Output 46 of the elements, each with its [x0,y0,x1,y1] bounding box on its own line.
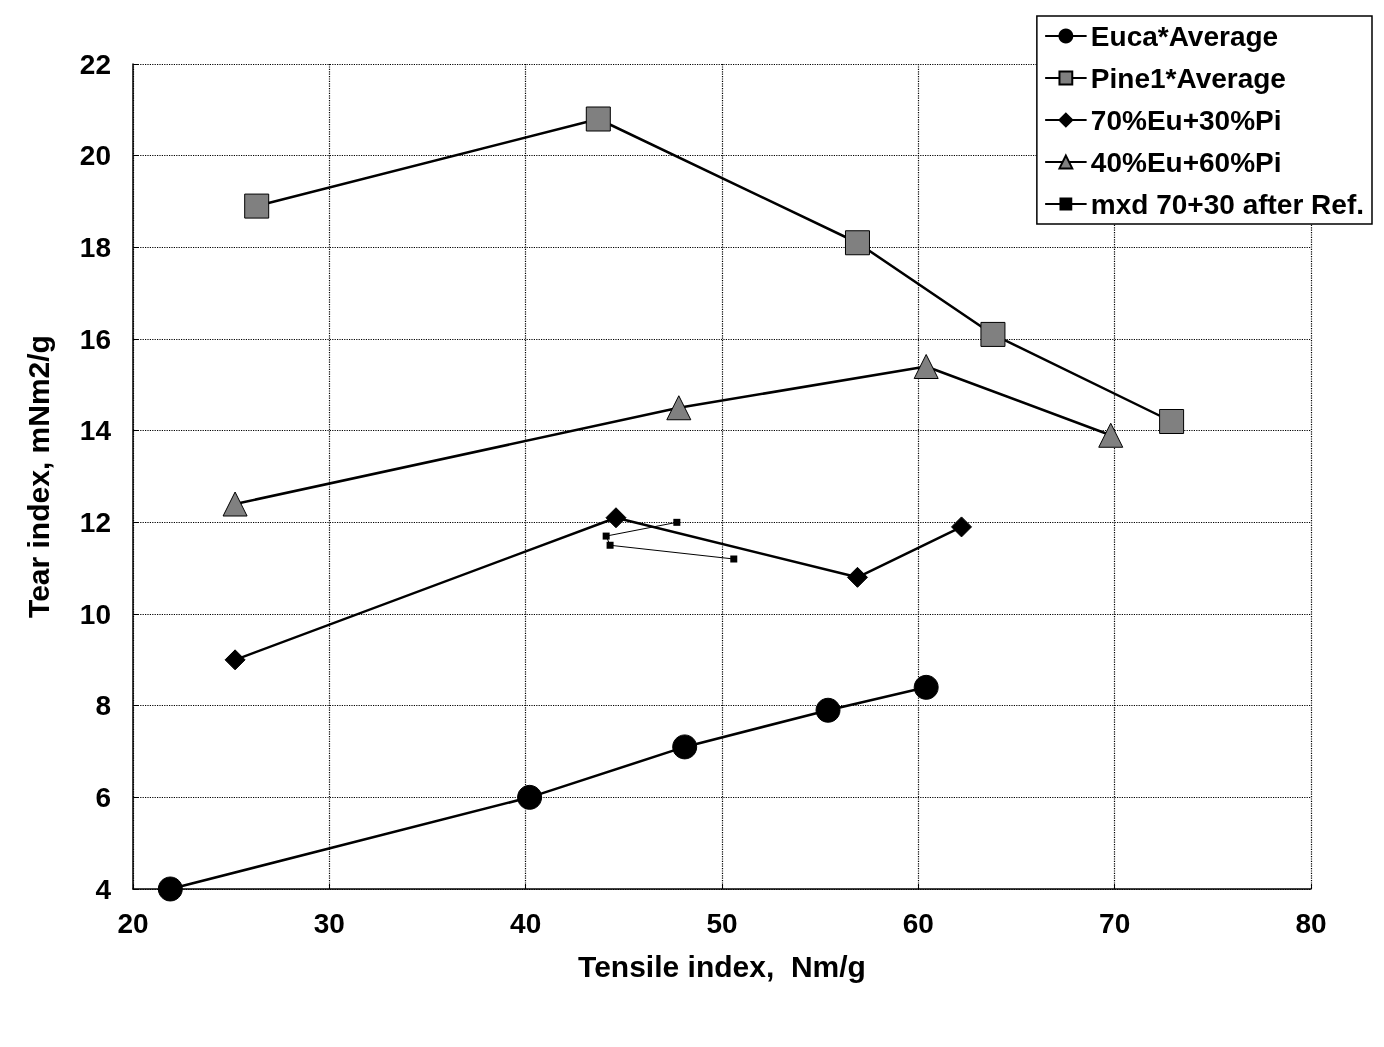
legend-label: Pine1*Average [1090,62,1286,94]
point [846,566,868,588]
point [951,516,973,538]
x-tick-label: 30 [313,907,345,939]
y-axis-title: Tear index, mNm2/g [21,335,55,618]
y-tick-label: 6 [95,781,111,813]
point [913,674,939,700]
point [222,491,248,517]
y-tick-label: 18 [79,231,111,263]
point [913,354,939,379]
y-tick-label: 20 [79,140,111,172]
x-tick-label: 20 [117,907,149,939]
y-tick-label: 8 [95,690,111,722]
point [517,784,543,810]
point [844,230,870,256]
x-tick-label: 80 [1295,907,1327,939]
point [244,193,270,219]
point [605,507,627,529]
y-tick-label: 12 [79,506,111,538]
legend-label: mxd 70+30 after Ref. [1090,188,1364,220]
y-tick-label: 14 [79,415,112,447]
y-tick-label: 16 [79,323,111,355]
point [1098,422,1124,448]
point [1159,409,1185,434]
x-tick-label: 50 [706,907,738,939]
x-axis-title: Tensile index, Nm/g [578,949,866,983]
legend-label: 70%Eu+30%Pi [1090,104,1282,136]
legend-label: Euca*Average [1090,20,1279,52]
point [815,697,841,723]
legend-label: 40%Eu+60%Pi [1090,146,1282,178]
x-tick-label: 70 [1099,907,1131,939]
y-tick-label: 22 [79,48,111,80]
point [666,395,692,421]
y-tick-label: 4 [95,873,112,905]
point [730,555,738,563]
point [606,541,614,549]
point [602,532,610,540]
point [585,106,611,132]
point [224,649,246,671]
x-tick-label: 60 [902,907,934,939]
point [672,734,698,760]
point [673,518,681,526]
point [157,876,183,902]
point [980,321,1006,347]
x-tick-label: 40 [510,907,542,939]
y-tick-label: 10 [79,598,111,630]
